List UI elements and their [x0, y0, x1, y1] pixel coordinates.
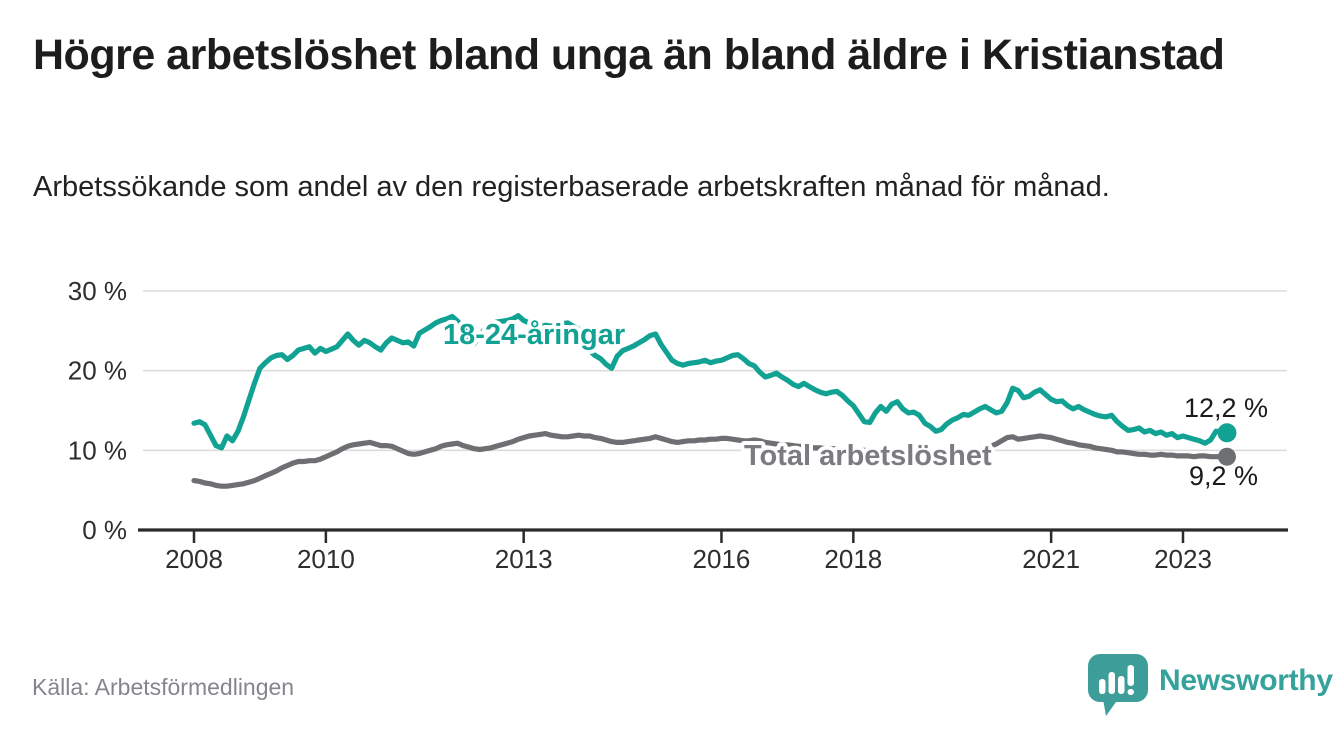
x-tick-label: 2023 [1154, 544, 1212, 574]
axis-tick-labels: 2008 2010 2013 2016 2018 2021 2023 0 % 10 % 20 % 3… [68, 276, 1212, 574]
end-value-label-total: 9,2 % [1189, 461, 1258, 491]
x-tick-label: 2021 [1022, 544, 1080, 574]
x-axis [138, 528, 1288, 543]
end-value-label-youth: 12,2 % [1184, 393, 1268, 423]
series-endpoint-dot-total [1217, 447, 1236, 466]
series-endpoint-dot-youth [1217, 423, 1237, 443]
x-tick-label: 2013 [495, 544, 553, 574]
exclamation-dot [1127, 689, 1134, 695]
bar-3 [1118, 676, 1125, 694]
series-line-youth [191, 313, 1230, 451]
newsworthy-logo-text: Newsworthy [1159, 664, 1333, 697]
newsworthy-logo-icon [1088, 654, 1148, 716]
y-tick-label: 30 % [68, 276, 127, 306]
series-line-total [191, 431, 1230, 489]
series-label-youth: 18-24-åringar [443, 319, 625, 351]
newsworthy-logo: Newsworthy [1086, 654, 1333, 720]
chart-subtitle: Arbetssökande som andel av den registerb… [33, 171, 1110, 203]
x-tick-label: 2008 [165, 544, 223, 574]
y-tick-label: 20 % [68, 356, 127, 386]
bar-1 [1099, 679, 1106, 694]
x-tick-label: 2018 [824, 544, 882, 574]
y-tick-label: 0 % [82, 515, 127, 545]
bar-2 [1108, 672, 1115, 694]
y-tick-label: 10 % [68, 435, 127, 465]
x-tick-label: 2010 [297, 544, 355, 574]
gridlines [143, 290, 1287, 452]
x-tick-label: 2016 [693, 544, 751, 574]
series-label-total: Total arbetslöshet [744, 440, 992, 472]
page-title: Högre arbetslöshet bland unga än bland ä… [33, 31, 1225, 79]
source-note: Källa: Arbetsförmedlingen [32, 674, 295, 700]
series-lines [191, 313, 1237, 489]
exclamation-bar [1127, 665, 1134, 686]
